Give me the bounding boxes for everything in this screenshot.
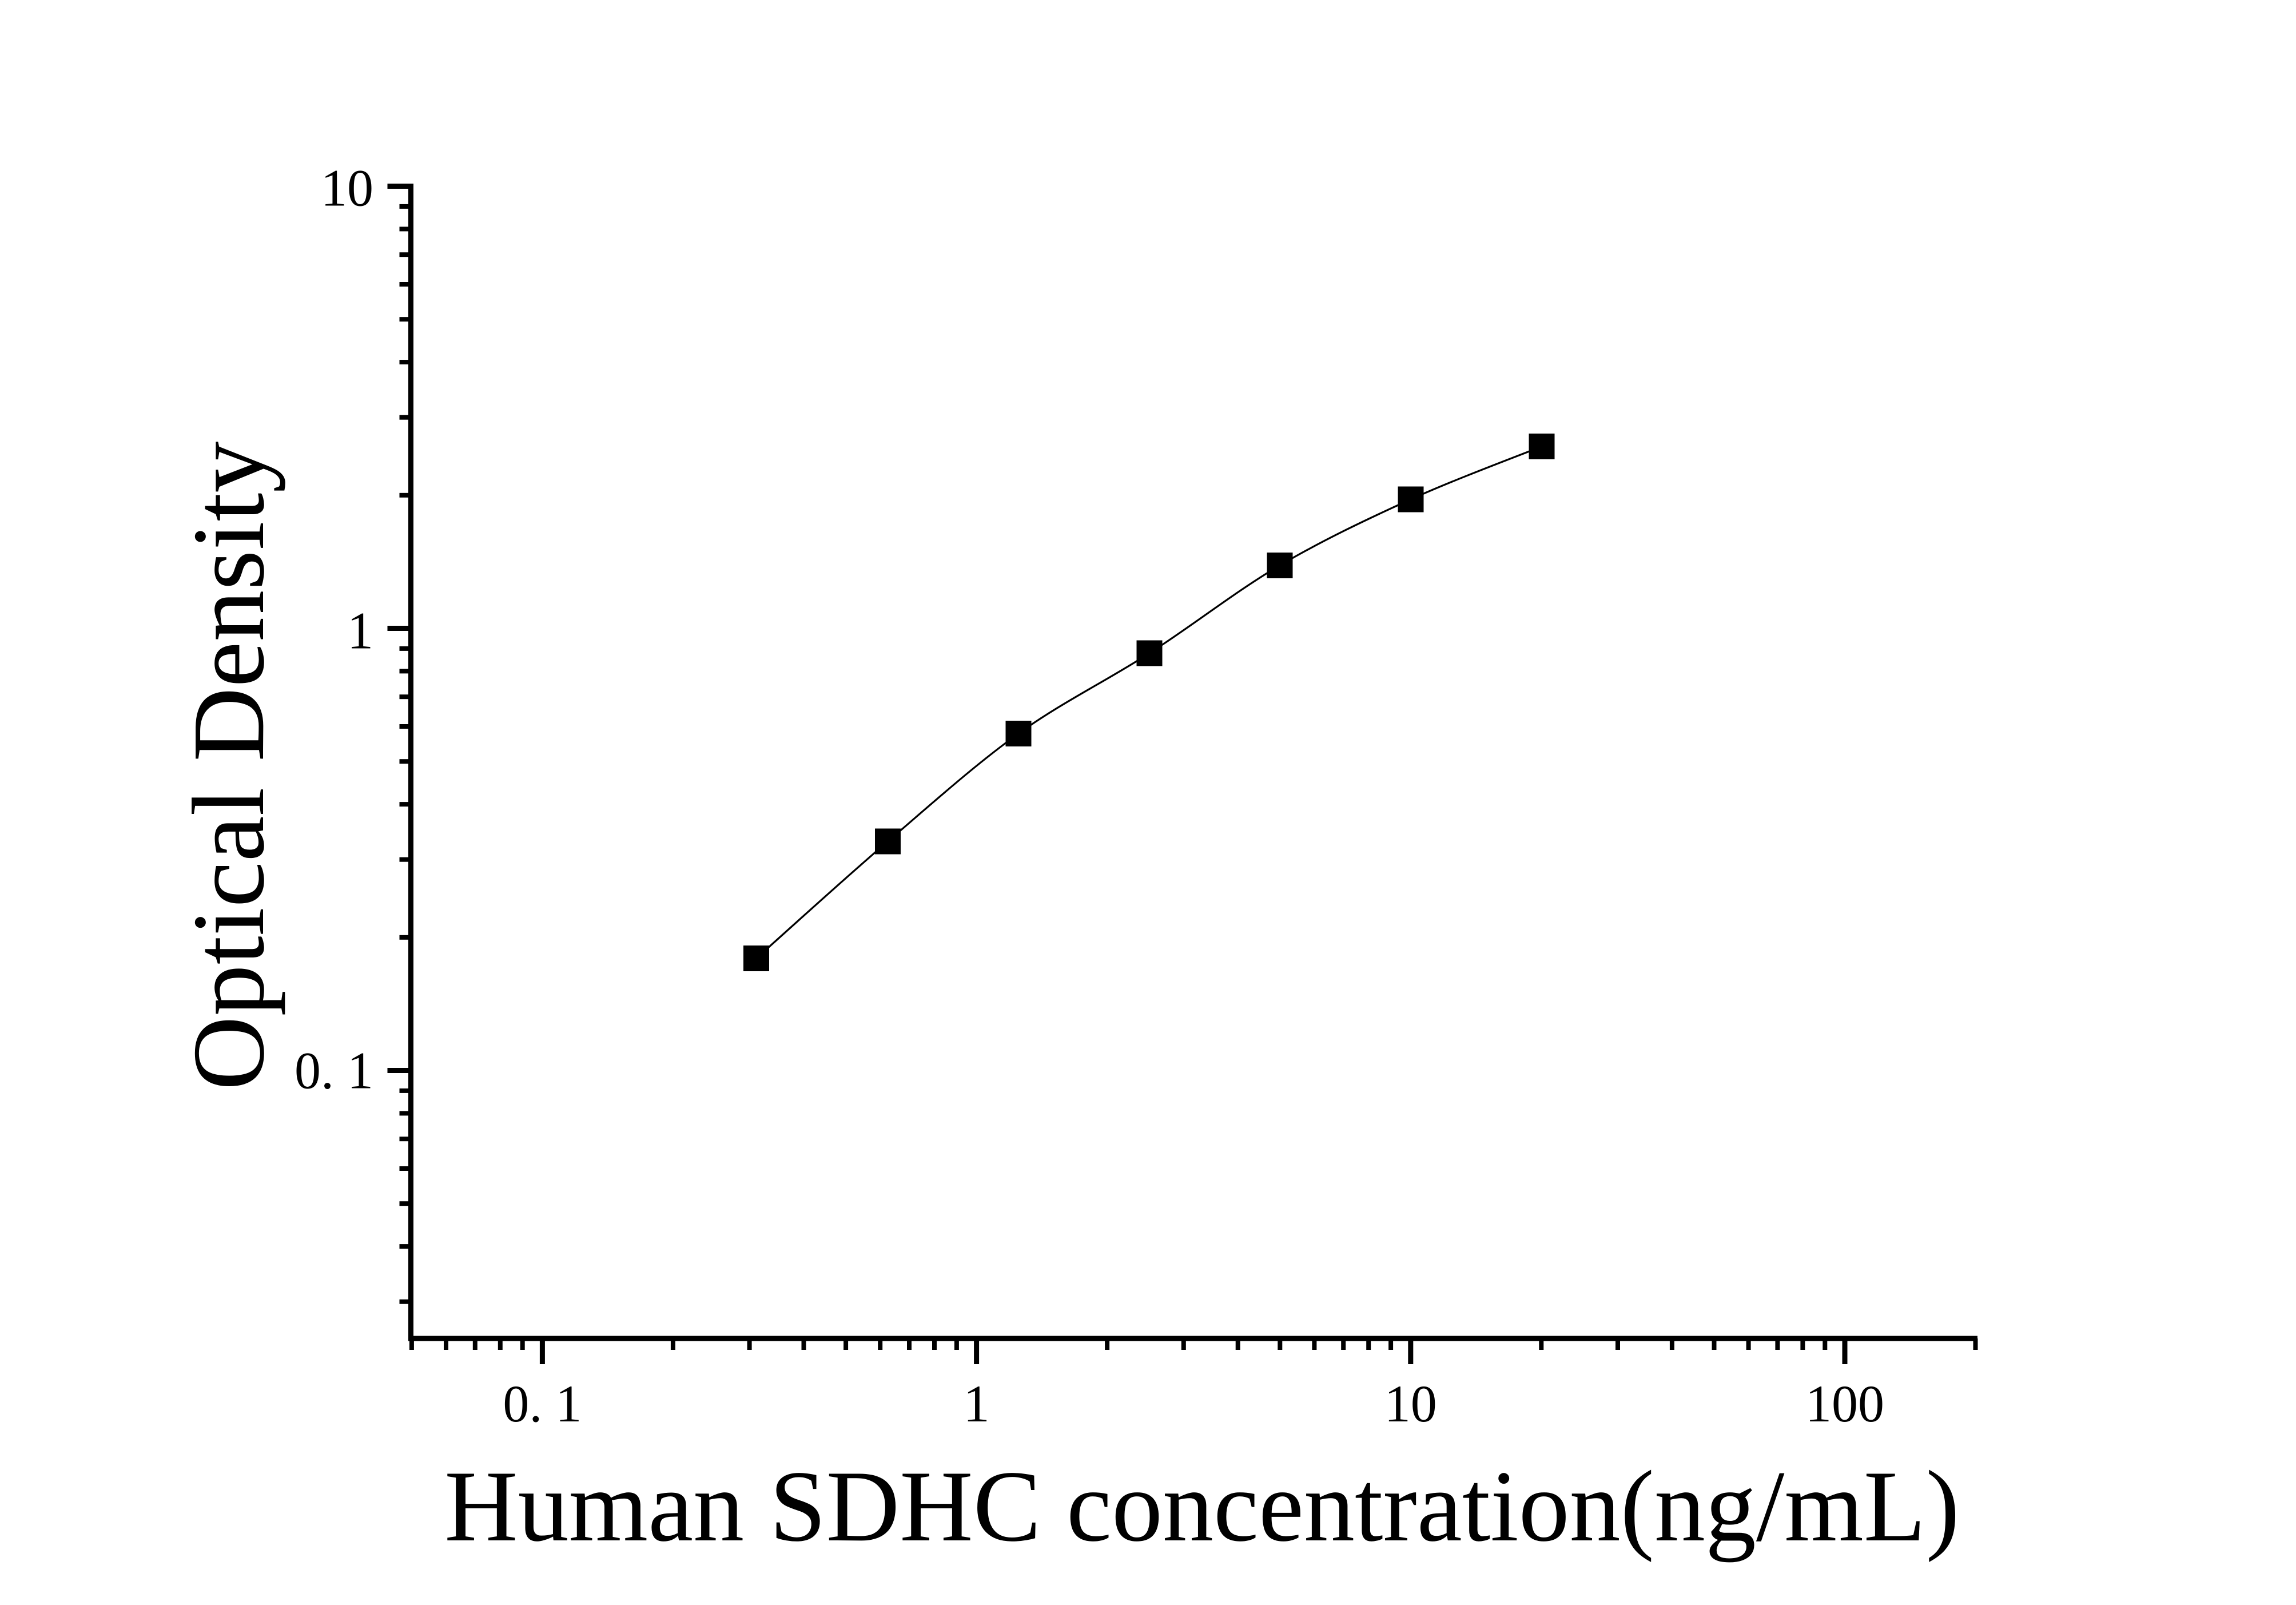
svg-text:Optical Density: Optical Density	[172, 442, 285, 1091]
svg-text:100: 100	[1805, 1374, 1884, 1433]
svg-text:Human SDHC concentration(ng/mL: Human SDHC concentration(ng/mL)	[444, 1449, 1960, 1563]
svg-text:0. 1: 0. 1	[503, 1374, 582, 1433]
svg-text:0. 1: 0. 1	[295, 1042, 373, 1100]
svg-text:10: 10	[321, 159, 373, 217]
svg-text:1: 1	[347, 602, 373, 660]
svg-text:1: 1	[964, 1374, 990, 1433]
svg-text:10: 10	[1384, 1374, 1437, 1433]
